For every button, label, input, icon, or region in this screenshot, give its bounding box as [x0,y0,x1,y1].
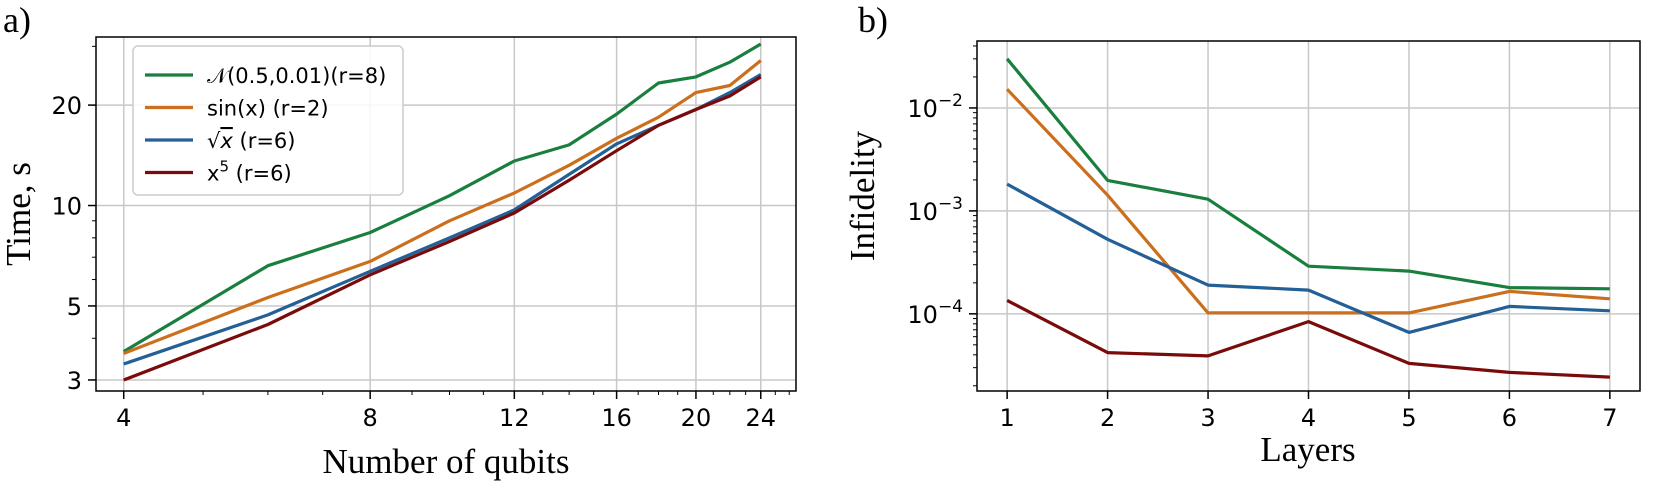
panel-a-series-line-0 [122,42,762,353]
panel-b-y-tick-label: 10−2 [907,91,963,123]
panel-a-x-tick-label: 8 [363,404,378,432]
panel-b-x-tick-label: 2 [1100,404,1115,432]
panel-a-x-tick-label: 20 [681,404,712,432]
legend-entry-label: sin(x) (r=2) [207,97,329,121]
panel-a-y-tick-label: 5 [67,293,82,321]
panel-b-x-tick-label: 7 [1602,404,1617,432]
panel-a-y-tick-label: 10 [51,193,82,221]
panel-a-label: a) [3,0,31,40]
panel-b-ticks: 1 2 3 4 5 6 7 10−4 10−3 10−2 [907,45,1618,432]
panel-b-series-line-2 [1006,182,1610,334]
panel-a-y-tick-label: 3 [67,367,82,395]
panel-b-label: b) [858,0,888,40]
panel-a-plot-frame [95,36,797,392]
legend-entry-label: 𝒩(0.5,0.01)(r=8) [207,64,386,88]
panel-a-ticks: 4 8 12 16 20 24 3 5 10 20 [51,45,790,432]
legend-entry-label: x5 (r=6) [207,158,292,186]
panel-a-x-tick-label: 24 [745,404,776,432]
panel-a-x-tick-label: 4 [116,404,131,432]
panel-b-series-line-0 [1005,57,1610,291]
panel-b-y-axis-label: Infidelity [843,130,882,261]
panel-a-x-tick-label: 16 [601,404,632,432]
panel-a-series-line-1 [123,59,762,355]
panel-a-legend: 𝒩(0.5,0.01)(r=8) sin(x) (r=2) √x (r=6) x5 (… [132,45,404,196]
panel-a-x-tick-label: 12 [499,404,530,432]
panel-a-series [122,42,762,382]
panel-a-y-axis-label: Time, s [0,162,38,266]
panel-b-x-tick-label: 4 [1301,404,1316,432]
legend-box [132,45,404,196]
panel-b-x-tick-label: 5 [1401,404,1416,432]
panel-a-y-tick-label: 20 [51,92,82,120]
panel-b-series [1005,57,1611,379]
panel-a-x-axis-label: Number of qubits [323,442,570,481]
panel-b-series-line-3 [1006,298,1610,379]
panel-a: a) 4 8 12 16 20 24 3 5 10 20 𝒩(0.5,0.01)(r=8) sin(… [0,0,797,481]
panel-a-series-line-3 [123,75,762,382]
panel-b-y-tick-label: 10−3 [907,194,963,226]
legend-entry-label: √x (r=6) [207,129,295,153]
panel-b-x-tick-label: 6 [1502,404,1517,432]
panel-b-y-tick-label: 10−4 [907,297,963,329]
panel-b-x-tick-label: 1 [999,404,1014,432]
panel-b: b) 1 2 3 4 5 6 7 10−4 10−3 10−2 Layers Infidelity [843,0,1641,469]
panel-b-x-tick-label: 3 [1200,404,1215,432]
panel-b-grid [977,41,1640,391]
panel-b-x-axis-label: Layers [1260,430,1355,469]
panel-b-series-line-1 [1005,88,1611,315]
